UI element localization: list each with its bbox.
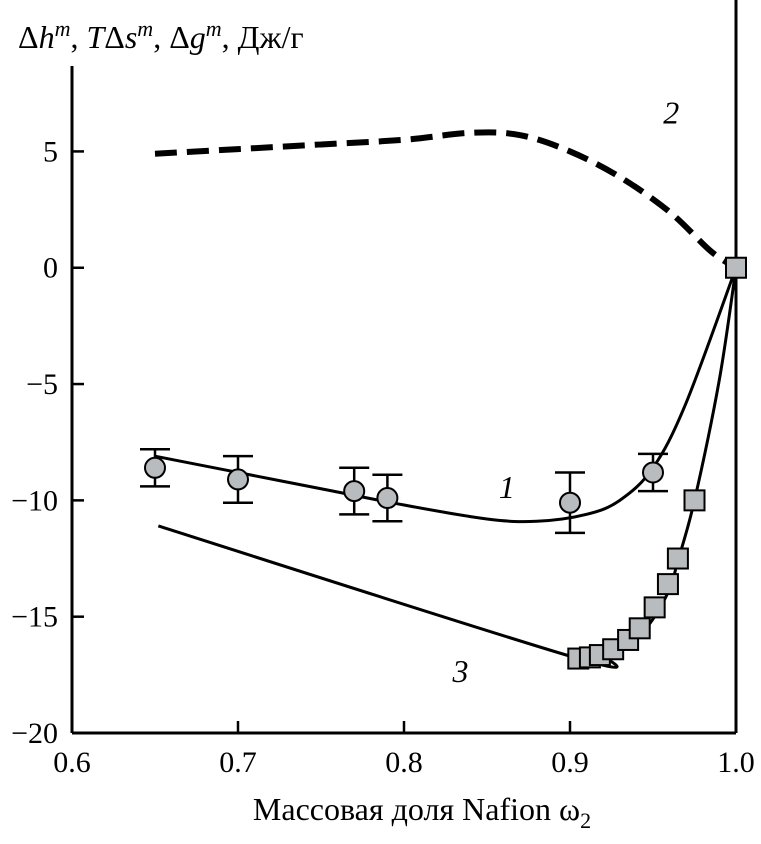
x-tick-label: 0.9 — [551, 746, 589, 779]
series-1-point — [343, 480, 366, 503]
svg-text:Δhm, TΔsm, Δgm, Дж/г: Δhm, TΔsm, Δgm, Дж/г — [18, 16, 304, 55]
series-1-line — [154, 267, 738, 524]
series-3-point — [683, 489, 706, 512]
series-1-point — [559, 491, 581, 514]
series-2-line — [154, 129, 738, 271]
data-curves — [154, 129, 738, 669]
curve-label-3: 3 — [451, 653, 468, 689]
series-3-point — [643, 596, 666, 619]
y-tick-label: −10 — [11, 484, 58, 517]
svg-text:Массовая доля Nafion ω2: Массовая доля Nafion ω2 — [253, 791, 591, 833]
x-axis-title: Массовая доля Nafion ω2 — [253, 791, 591, 833]
x-tick-label: 0.7 — [219, 746, 257, 779]
series-1-point — [227, 468, 249, 491]
y-tick-label: −20 — [11, 717, 58, 750]
axis-ticks: 0.6 0.7 0.8 0.9 1.0 5 0 −5 −10 −15 −20 — [11, 135, 755, 779]
series-3-point — [656, 573, 679, 596]
y-axis-title: Δhm, TΔsm, Δgm, Дж/г — [18, 16, 304, 55]
y-tick-label: −15 — [11, 601, 58, 634]
curve-label-1: 1 — [499, 469, 515, 505]
y-tick-label: 5 — [43, 135, 58, 168]
curve-label-2: 2 — [663, 95, 679, 131]
x-tick-label: 0.8 — [385, 746, 423, 779]
data-markers — [140, 256, 747, 670]
series-1-point — [144, 456, 166, 479]
x-tick-label: 1.0 — [717, 746, 755, 779]
y-tick-label: 0 — [43, 252, 58, 285]
x-tick-label: 0.6 — [53, 746, 91, 779]
series-3-point — [628, 617, 651, 640]
series-1-point — [642, 461, 664, 484]
series-3-point — [666, 547, 689, 570]
series-3-point — [725, 256, 747, 279]
series-1-point — [376, 487, 399, 510]
y-tick-label: −5 — [26, 368, 58, 401]
curve-labels: 1 2 3 — [451, 95, 679, 689]
